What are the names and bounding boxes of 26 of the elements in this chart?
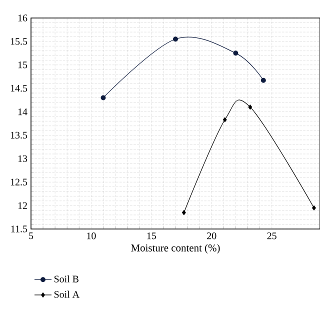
point [248, 104, 252, 110]
y-tick-label: 15.5 [10, 38, 28, 45]
y-tick-label: 12 [18, 202, 27, 209]
point [222, 117, 227, 122]
point [182, 210, 186, 216]
x-tick-label: 15 [147, 232, 156, 240]
point [100, 95, 106, 100]
point [233, 50, 238, 56]
x-tick-label: 25 [267, 232, 276, 240]
y-tick-label: 16 [18, 14, 28, 22]
y-tick-label: 11.5 [11, 226, 28, 232]
point [260, 78, 266, 83]
x-tick-label: 20 [207, 232, 216, 240]
point [312, 205, 316, 210]
x-tick-label: 10 [87, 232, 96, 240]
x-tick-label: 5 [29, 232, 34, 240]
legend-label: Soil B [54, 275, 78, 282]
point [173, 36, 178, 42]
legend-label: Soil A [54, 290, 80, 298]
y-tick-label: 13.5 [10, 132, 28, 139]
y-tick-label: 14 [18, 108, 28, 116]
y-tick-label: 12.5 [10, 178, 28, 186]
x-axis-title: Moisture content (%) [131, 244, 220, 254]
y-tick-label: 13 [18, 155, 28, 162]
y-tick-label: 14.5 [10, 84, 28, 92]
y-tick-label: 15 [18, 62, 28, 68]
